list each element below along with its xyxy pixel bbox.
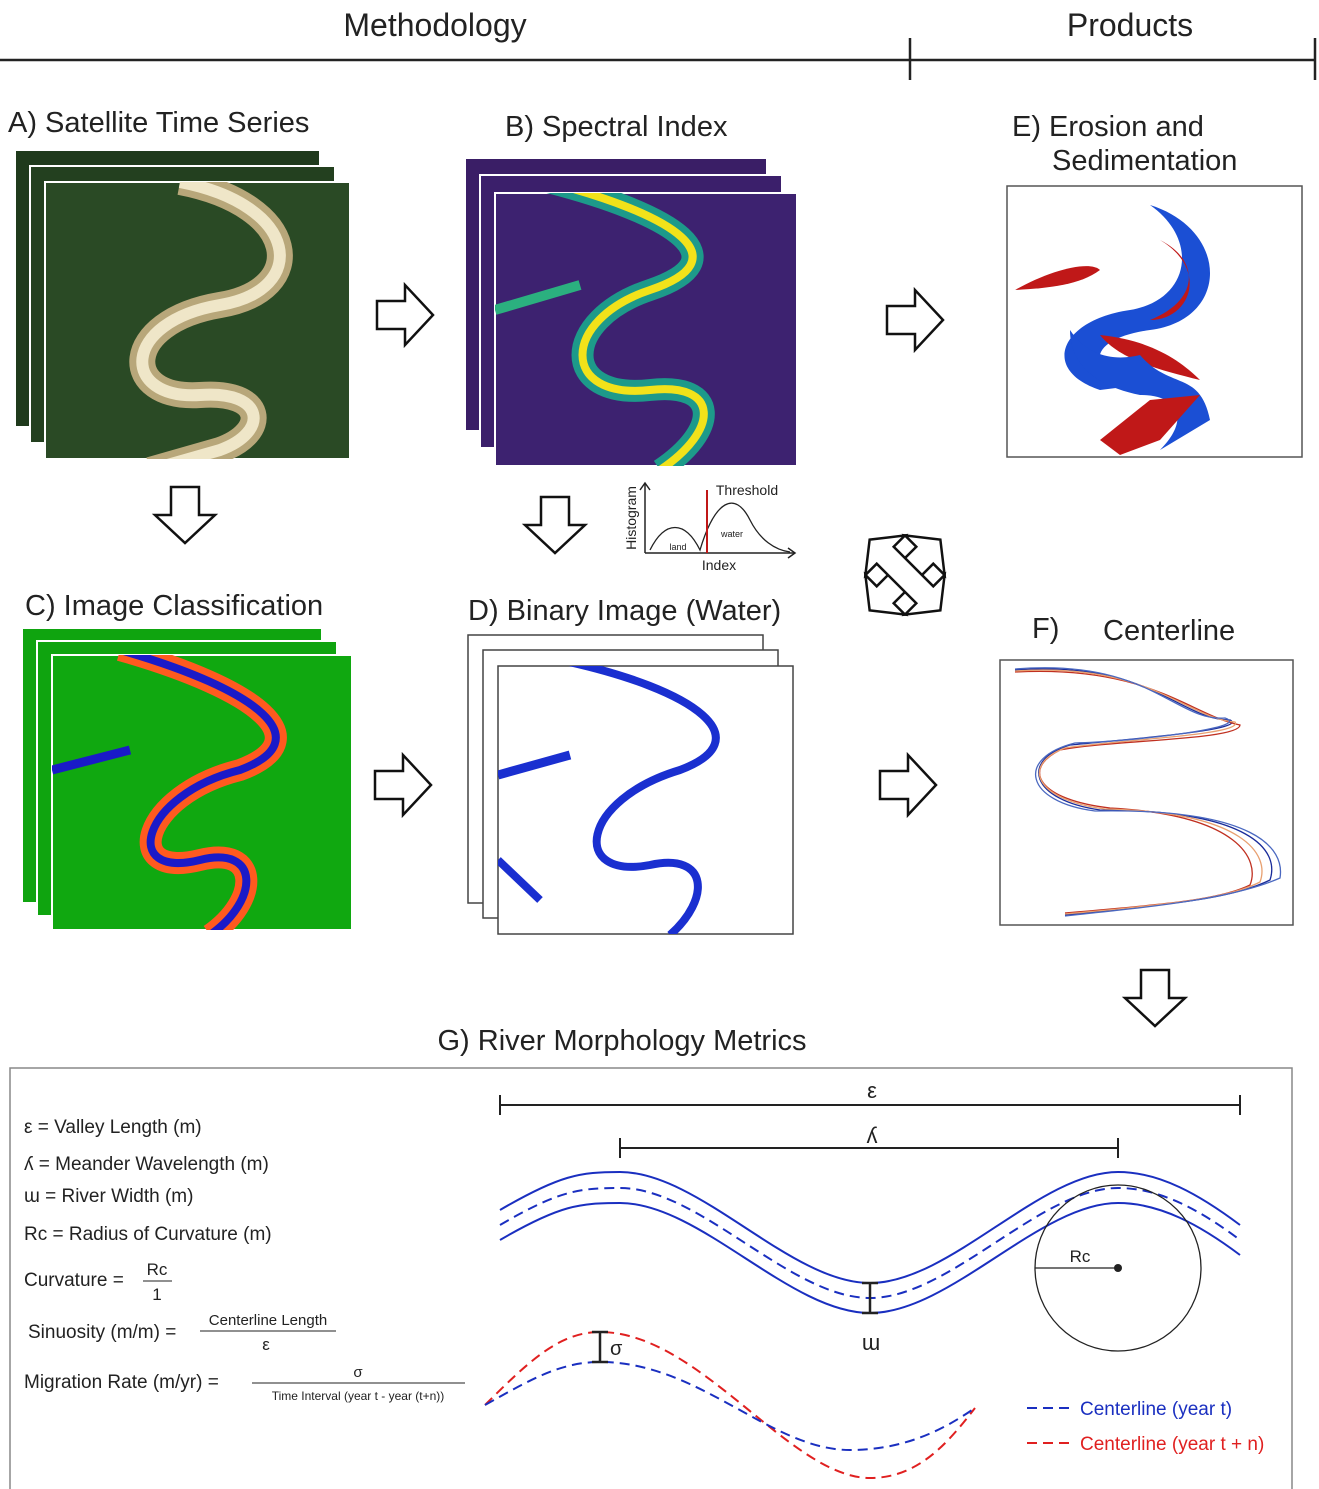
definition: Rc = Radius of Curvature (m) (24, 1224, 272, 1245)
centerline-map (1000, 660, 1293, 925)
header-methodology: Methodology (343, 7, 526, 43)
histogram-x-label: Index (702, 557, 736, 573)
width-label: ɯ (862, 1330, 880, 1355)
formula-numerator: σ (353, 1364, 363, 1381)
panel-title: Sedimentation (1052, 145, 1237, 177)
wavelength-label: ʎ (867, 1123, 878, 1148)
formula-label: Sinuosity (m/m) = (28, 1322, 176, 1343)
panel-title: Centerline (1103, 615, 1235, 647)
header-products: Products (1067, 7, 1193, 43)
histogram-y-label: Histogram (623, 486, 639, 550)
definition: ɯ = River Width (m) (24, 1186, 193, 1207)
panel-letter: F) (1032, 613, 1059, 645)
binary-stack (468, 635, 793, 935)
formula-denominator: 1 (152, 1285, 161, 1304)
satellite-stack (15, 150, 350, 470)
formula-label: Migration Rate (m/yr) = (24, 1372, 219, 1393)
panel-title: E) Erosion and (1012, 111, 1204, 143)
histogram-land: land (669, 542, 686, 552)
histogram-inset: Histogram Threshold land water Index (623, 482, 795, 573)
panel-title: D) Binary Image (Water) (468, 595, 781, 627)
panel-title: B) Spectral Index (505, 111, 728, 143)
erosion-map (1007, 186, 1302, 457)
figure: Methodology Products A) Satellite Time S… (0, 0, 1319, 1489)
formula-numerator: Rc (147, 1260, 168, 1279)
panel-title: C) Image Classification (25, 590, 323, 622)
definitions: ε = Valley Length (m) ʎ = Meander Wavele… (24, 1117, 465, 1403)
histogram-water: water (720, 529, 743, 539)
spectral-stack (465, 158, 797, 470)
panel-title: G) River Morphology Metrics (437, 1025, 806, 1057)
legend-entry: Centerline (year t + n) (1080, 1434, 1264, 1455)
radius-label: Rc (1070, 1247, 1091, 1266)
definition: ε = Valley Length (m) (24, 1117, 202, 1138)
header: Methodology Products (0, 7, 1316, 80)
panel-title: A) Satellite Time Series (8, 107, 309, 139)
migration-label: σ (610, 1338, 623, 1360)
metrics-box (10, 1068, 1292, 1489)
formula-numerator: Centerline Length (209, 1312, 327, 1329)
valley-label: ε (867, 1078, 877, 1103)
classification-stack (22, 628, 352, 935)
formula-denominator: ε (262, 1335, 270, 1354)
histogram-threshold: Threshold (716, 482, 778, 498)
definition: ʎ = Meander Wavelength (m) (24, 1154, 269, 1175)
legend: Centerline (year t) Centerline (year t +… (1027, 1399, 1264, 1455)
formula-denominator: Time Interval (year t - year (t+n)) (272, 1389, 445, 1403)
formula-label: Curvature = (24, 1270, 124, 1291)
legend-entry: Centerline (year t) (1080, 1399, 1232, 1420)
